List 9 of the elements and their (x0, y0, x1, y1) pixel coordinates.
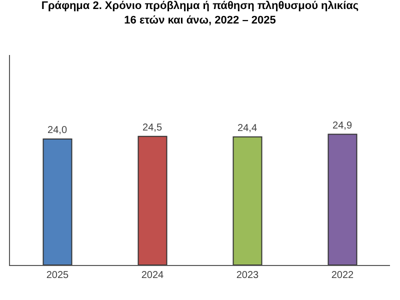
x-tick-label: 2022 (331, 270, 354, 281)
x-tick-label: 2025 (46, 270, 70, 281)
x-tick-label: 2023 (236, 270, 260, 281)
data-label: 24,4 (238, 122, 258, 134)
data-label: 24,5 (142, 122, 162, 134)
chart-title: Γράφημα 2. Χρόνιο πρόβλημα ή πάθηση πληθυσμού ηλικίας 16 ετών και άνω, 2022 – 2025 (41, 0, 359, 26)
data-label: 24,0 (48, 125, 68, 136)
x-tick-label: 2024 (141, 270, 164, 281)
data-label: 24,9 (332, 120, 352, 132)
